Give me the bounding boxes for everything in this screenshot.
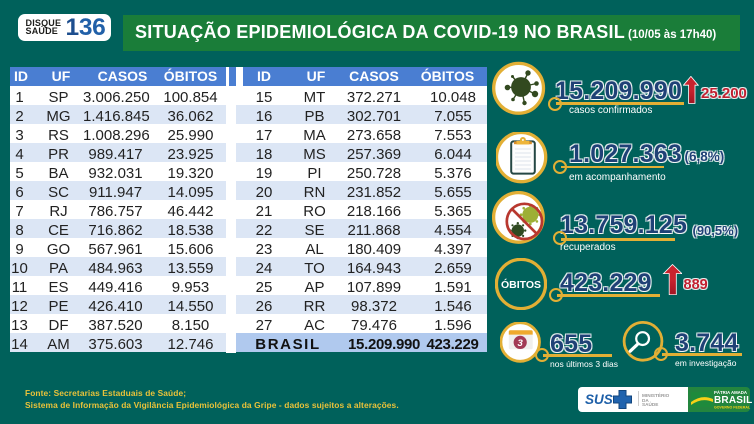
svg-text:3: 3 xyxy=(518,338,524,349)
